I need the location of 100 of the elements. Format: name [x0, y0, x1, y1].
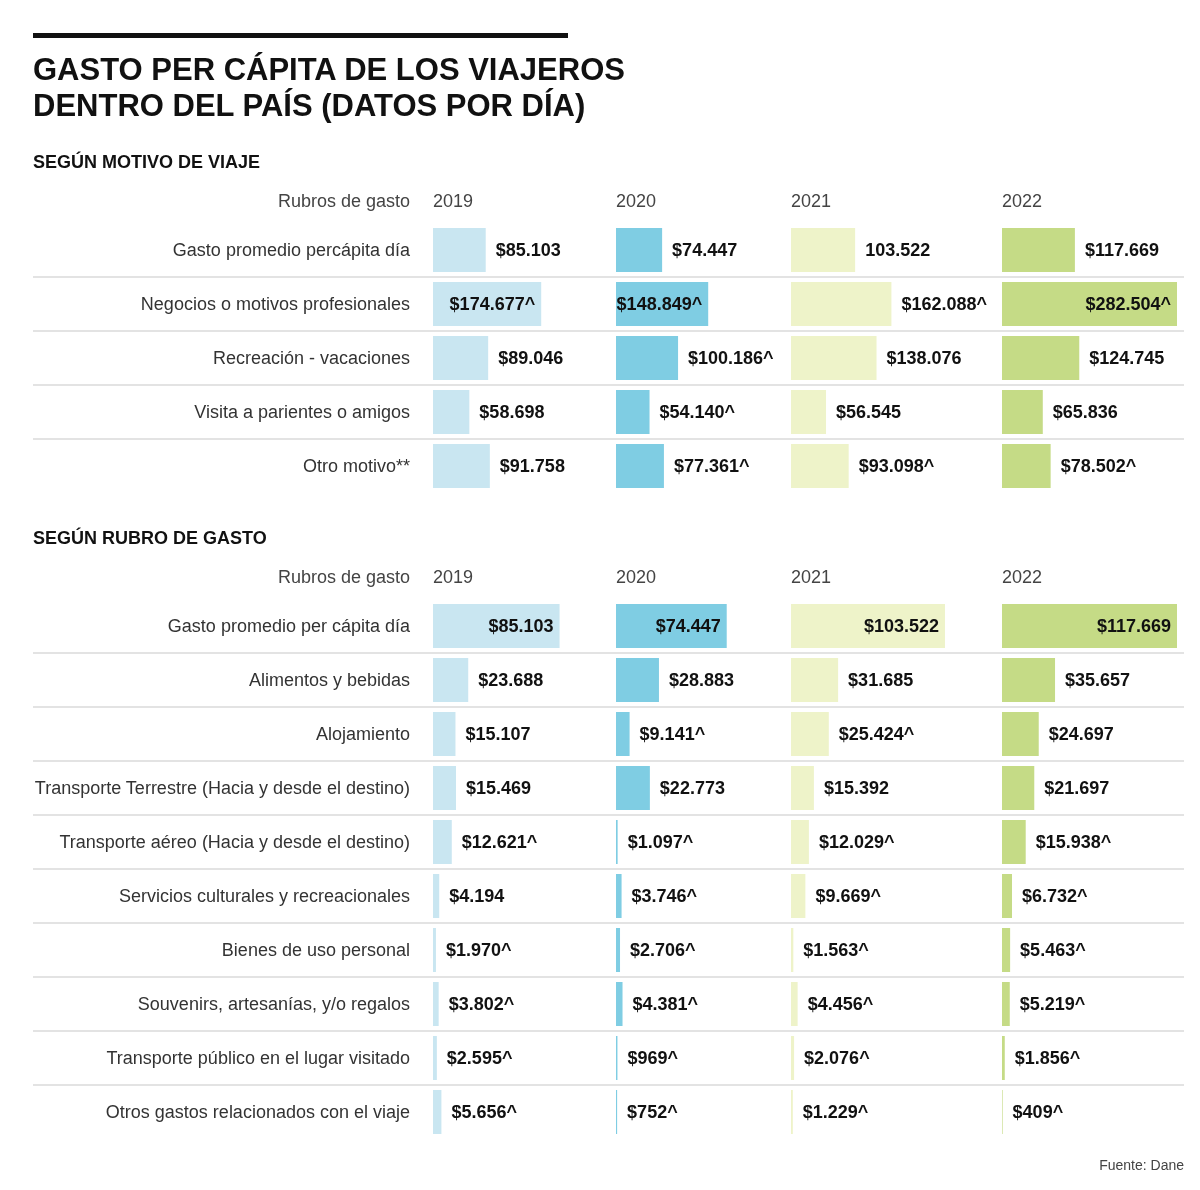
bar: [791, 336, 877, 380]
data-label: $6.732^: [1022, 886, 1089, 907]
data-label: $3.802^: [448, 994, 515, 1015]
bar: [791, 658, 839, 702]
bar: [433, 444, 490, 488]
bar: [1002, 658, 1056, 702]
bar: [1002, 928, 1011, 972]
x-axis-title: 2022: [1002, 567, 1043, 588]
bar: [1002, 228, 1075, 272]
data-label: $12.029^: [818, 832, 895, 853]
data-label: $12.621^: [461, 832, 538, 853]
chart-title: GASTO PER CÁPITA DE LOS VIAJEROS DENTRO DEL PAÍS (DATOS POR DÍA): [33, 52, 625, 123]
data-label: $91.758: [499, 456, 565, 477]
data-label: $162.088^: [901, 294, 988, 315]
data-label: $100.186^: [688, 348, 775, 369]
x-axis-title: 2021: [791, 191, 832, 212]
data-label: $5.463^: [1020, 940, 1087, 961]
data-label: $74.447: [672, 240, 738, 261]
bar: [1002, 1036, 1005, 1080]
data-label: $24.697: [1048, 724, 1114, 745]
y-tick-label: Otro motivo**: [302, 456, 410, 477]
x-axis-title: 2020: [616, 191, 657, 212]
y-tick-label: Gasto promedio per cápita día: [167, 616, 411, 637]
data-label: $282.504^: [1085, 294, 1172, 315]
data-label: $1.856^: [1014, 1048, 1081, 1069]
data-label: $2.595^: [446, 1048, 513, 1069]
y-tick-label: Transporte aéreo (Hacia y desde el destino): [59, 832, 410, 853]
data-label: $969^: [627, 1048, 679, 1069]
bar: [1002, 282, 1177, 326]
bar: [791, 766, 814, 810]
y-tick-label: Otros gastos relacionados con el viaje: [105, 1102, 410, 1123]
data-label: $117.669: [1084, 240, 1159, 261]
data-label: $4.381^: [632, 994, 699, 1015]
bar: [616, 712, 630, 756]
data-label: $4.194: [449, 886, 505, 907]
data-label: $5.656^: [451, 1102, 518, 1123]
bar: [791, 1036, 795, 1080]
bar: [616, 444, 664, 488]
y-axis-title: Rubros de gasto: [277, 191, 410, 212]
bar: [1002, 712, 1039, 756]
bar: [433, 228, 486, 272]
bar: [616, 658, 659, 702]
data-label: $148.849^: [616, 294, 703, 315]
bar: [791, 874, 806, 918]
data-label: $1.563^: [803, 940, 870, 961]
bar: [791, 390, 827, 434]
data-label: $5.219^: [1019, 994, 1086, 1015]
data-label: $22.773: [659, 778, 725, 799]
bar: [433, 982, 439, 1026]
data-label: $21.697: [1044, 778, 1110, 799]
bar: [1002, 820, 1026, 864]
x-axis-title: 2022: [1002, 191, 1043, 212]
bar: [616, 982, 623, 1026]
bar: [433, 604, 560, 648]
bar: [616, 766, 650, 810]
data-label: $15.469: [466, 778, 532, 799]
bar: [791, 982, 798, 1026]
bar: [433, 928, 436, 972]
text: SEGÚN RUBRO DE GASTO: [33, 527, 267, 549]
data-label: $85.103: [495, 240, 561, 261]
y-tick-label: Servicios culturales y recreacionales: [118, 886, 410, 907]
data-label: $138.076: [886, 348, 962, 369]
data-label: $124.745: [1089, 348, 1165, 369]
data-label: $103.522: [863, 616, 939, 637]
bar: [616, 928, 621, 972]
data-label: $77.361^: [673, 456, 750, 477]
data-label: $58.698: [479, 402, 545, 423]
x-axis-title: 2019: [433, 191, 474, 212]
y-tick-label: Transporte público en el lugar visitado: [106, 1048, 410, 1069]
bar: [791, 712, 829, 756]
data-label: $23.688: [478, 670, 544, 691]
y-tick-label: Visita a parientes o amigos: [194, 402, 410, 423]
data-label: $752^: [627, 1102, 679, 1123]
bar: [433, 712, 456, 756]
bar: [616, 390, 650, 434]
data-label: $9.141^: [639, 724, 706, 745]
bar: [616, 336, 679, 380]
y-tick-label: Recreación - vacaciones: [212, 348, 410, 369]
data-label: $65.836: [1052, 402, 1118, 423]
y-tick-label: Alojamiento: [315, 724, 410, 745]
x-axis-title: 2019: [433, 567, 474, 588]
data-label: $15.938^: [1035, 832, 1112, 853]
y-tick-label: Souvenirs, artesanías, y/o regalos: [137, 994, 410, 1015]
bar: [433, 658, 469, 702]
bar: [433, 390, 470, 434]
bar: [791, 820, 809, 864]
x-axis-title: 2021: [791, 567, 832, 588]
bar: [791, 228, 856, 272]
data-label: $117.669: [1096, 616, 1171, 637]
data-label: $15.392: [823, 778, 889, 799]
data-label: $2.706^: [630, 940, 697, 961]
data-label: $54.140^: [659, 402, 736, 423]
text: SEGÚN MOTIVO DE VIAJE: [33, 151, 261, 173]
data-label: $1.970^: [445, 940, 512, 961]
data-label: 103.522: [865, 240, 931, 261]
bar: [791, 282, 892, 326]
y-tick-label: Negocios o motivos profesionales: [140, 294, 410, 315]
data-label: $28.883: [668, 670, 735, 691]
data-label: $25.424^: [838, 724, 915, 745]
x-axis-title: 2020: [616, 567, 657, 588]
